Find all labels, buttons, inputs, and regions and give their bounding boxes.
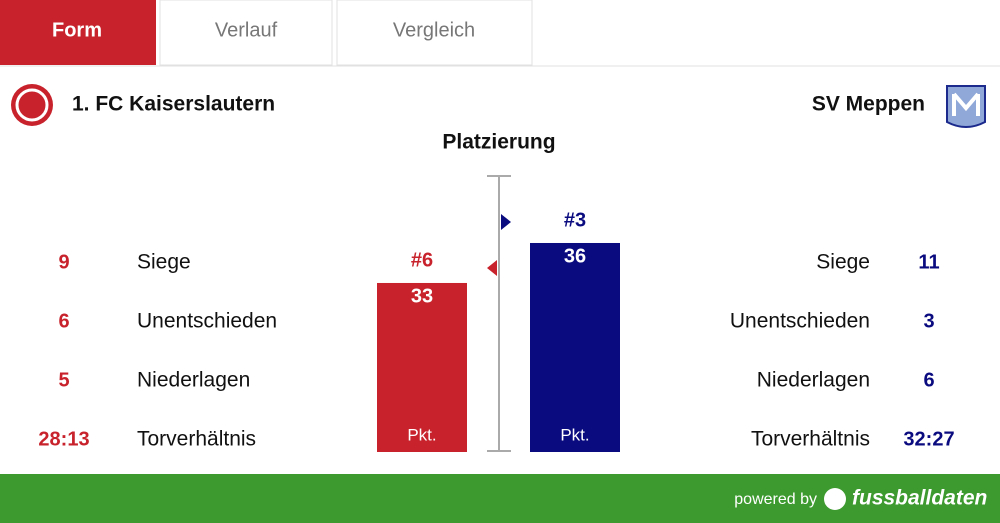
home-stat-label: Siege [137,251,191,274]
points-unit: Pkt. [407,425,436,444]
home-stat-value: 28:13 [38,428,89,450]
away-stat-value: 3 [923,310,934,332]
rank-label: #6 [411,249,433,271]
home-stat-label: Torverhältnis [137,428,256,451]
rank-marker [487,259,497,276]
tab-label[interactable]: Form [52,19,102,41]
away-stat-value: 11 [918,251,939,273]
placement-title: Platzierung [442,131,555,154]
home-logo [11,84,53,126]
tab-active[interactable] [0,0,156,65]
points-bar [377,282,467,452]
home-stat-label: Unentschieden [137,310,277,333]
home-stat-value: 5 [58,369,69,391]
points-unit: Pkt. [560,425,589,444]
brand-icon [824,488,846,510]
tab-label[interactable]: Verlauf [215,19,278,41]
points-label: 36 [564,245,586,267]
tab[interactable] [336,0,533,66]
rank-marker [501,213,511,230]
footer-brand[interactable]: fussballdaten [852,487,987,510]
away-stat-label: Niederlagen [757,369,870,392]
footer-powered-by: powered by [734,491,817,508]
home-stat-label: Niederlagen [137,369,250,392]
tab[interactable] [159,0,333,66]
rank-label: #3 [564,209,586,231]
footer [0,474,1000,523]
away-stat-label: Siege [816,251,870,274]
points-bar [530,242,620,452]
away-logo [946,85,986,128]
away-stat-value: 6 [923,369,934,391]
away-stat-label: Torverhältnis [751,428,870,451]
away-stat-label: Unentschieden [730,310,870,333]
home-team-name: 1. FC Kaiserslautern [72,93,275,116]
home-stat-value: 6 [58,310,69,332]
points-label: 33 [411,285,433,307]
away-team-name: SV Meppen [812,93,925,116]
tab-label[interactable]: Vergleich [393,19,475,41]
home-stat-value: 9 [58,251,69,273]
away-stat-value: 32:27 [903,428,954,450]
